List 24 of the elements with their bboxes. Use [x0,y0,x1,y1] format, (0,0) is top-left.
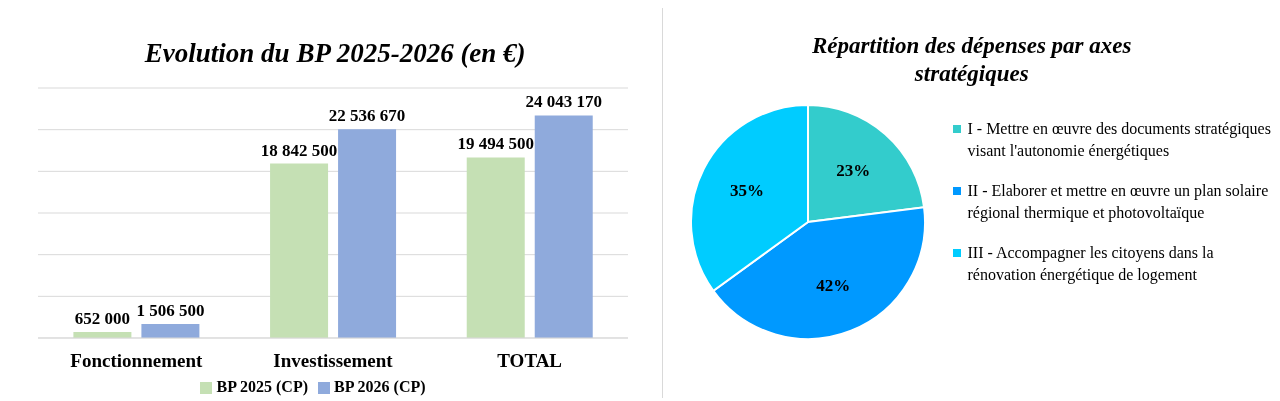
legend-label: III - Accompagner les citoyens dans la rénovation énergétique de logement [967,243,1215,286]
bar [141,324,200,338]
data-label: 23% [836,161,871,181]
x-tick-label: Fonctionnement [70,350,203,372]
data-label: 22 536 670 [328,106,406,126]
chart-title: Répartition des dépenses par axes stratégiques [811,32,1133,88]
data-label: 1 506 500 [136,301,205,321]
bar [338,129,397,338]
data-label: 19 494 500 [457,134,534,154]
data-label: 18 842 500 [260,140,338,160]
legend-label: BP 2025 (CP) [216,378,308,395]
data-label: 24 043 170 [525,92,602,112]
bar [534,115,593,338]
legend-label: I - Mettre en œuvre des documents stratégiques visant l'autonomie énergétiques [967,119,1272,162]
legend-label: II - Elaborer et mettre en œuvre un plan solaire régional thermique et photovoltaïque [967,181,1270,224]
data-label: 42% [816,276,851,296]
x-tick-label: TOTAL [497,350,563,372]
x-tick-label: Investissement [273,350,394,372]
data-label: 652 000 [74,308,131,328]
chart-title: Evolution du BP 2025-2026 (en €) [143,37,527,70]
data-label: 35% [730,181,765,201]
bar [270,163,329,338]
bar [466,157,525,338]
legend-label: BP 2026 (CP) [334,378,426,395]
